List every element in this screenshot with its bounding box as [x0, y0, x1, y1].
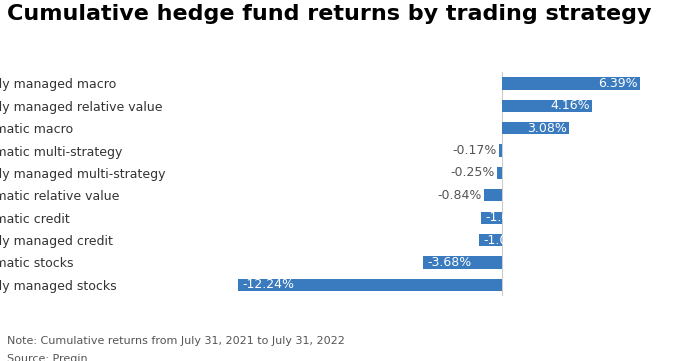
- Text: -0.17%: -0.17%: [452, 144, 496, 157]
- Bar: [503, 77, 640, 90]
- Text: -1.00%: -1.00%: [485, 211, 529, 224]
- Bar: [238, 279, 503, 291]
- Bar: [423, 256, 503, 269]
- Text: Note: Cumulative returns from July 31, 2021 to July 31, 2022: Note: Cumulative returns from July 31, 2…: [7, 336, 345, 346]
- Text: -0.84%: -0.84%: [438, 189, 482, 202]
- Text: -3.68%: -3.68%: [427, 256, 471, 269]
- Text: -1.06%: -1.06%: [484, 234, 528, 247]
- Text: Cumulative hedge fund returns by trading strategy: Cumulative hedge fund returns by trading…: [7, 4, 652, 23]
- Bar: [484, 189, 503, 201]
- Bar: [481, 212, 503, 224]
- Text: 6.39%: 6.39%: [598, 77, 638, 90]
- Text: 4.16%: 4.16%: [550, 99, 590, 112]
- Text: 3.08%: 3.08%: [527, 122, 567, 135]
- Bar: [497, 167, 503, 179]
- Text: -12.24%: -12.24%: [242, 278, 294, 291]
- Bar: [503, 122, 569, 134]
- Text: Source: Preqin: Source: Preqin: [7, 354, 88, 361]
- Bar: [503, 100, 592, 112]
- Bar: [498, 144, 503, 157]
- Bar: [480, 234, 503, 246]
- Text: -0.25%: -0.25%: [450, 166, 495, 179]
